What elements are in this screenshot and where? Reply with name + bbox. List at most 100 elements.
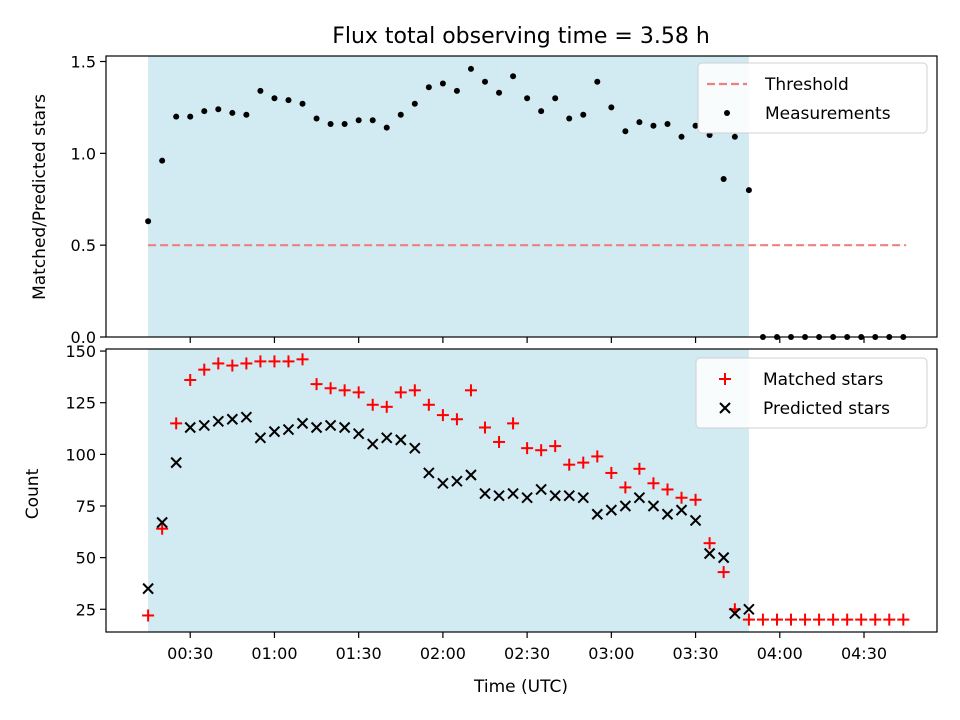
legend-label: Matched stars [763, 370, 883, 390]
bottom-y-tick-label: 50 [76, 549, 96, 568]
predicted-star-point [170, 456, 182, 469]
measurement-point [608, 104, 615, 111]
predicted-star-point [549, 489, 561, 502]
legend-predicted-swatch [719, 402, 731, 414]
matched-star-point [170, 417, 183, 430]
measurement-point [510, 73, 517, 80]
predicted-star-point [451, 475, 463, 487]
predicted-star-point [563, 489, 575, 502]
measurement-point [439, 80, 446, 87]
matched-star-point [366, 398, 379, 411]
legend-label: Threshold [764, 75, 849, 95]
matched-star-point [675, 491, 688, 504]
matched-star-point [268, 355, 281, 368]
matched-star-point [408, 384, 421, 397]
top-y-tick-label: 1.0 [71, 144, 96, 163]
predicted-star-point [296, 417, 309, 430]
matched-star-point [785, 613, 798, 626]
predicted-star-point [254, 432, 267, 444]
x-tick-label: 04:30 [841, 644, 887, 663]
bottom-axes-frame [105, 348, 938, 633]
measurement-point [425, 84, 432, 91]
predicted-star-point [409, 442, 421, 454]
matched-star-point [240, 357, 253, 370]
predicted-star-point [366, 438, 379, 450]
matched-star-point [756, 613, 769, 626]
matched-star-point [156, 522, 169, 535]
matched-star-point [742, 613, 755, 626]
matched-star-point [422, 398, 435, 411]
measurement-point [257, 87, 264, 94]
measurement-point [482, 78, 489, 85]
measurement-point [201, 108, 208, 115]
chart-title: Flux total observing time = 3.58 h [332, 24, 710, 49]
matched-star-point [770, 613, 783, 626]
measurement-point [187, 113, 194, 120]
top-y-tick-label: 0.0 [71, 328, 96, 347]
x-tick-label: 02:00 [420, 644, 466, 663]
matched-star-point [855, 613, 868, 626]
x-tick-label: 03:00 [588, 644, 634, 663]
legend-label: Predicted stars [763, 399, 890, 419]
matched-star-point [184, 373, 197, 386]
predicted-star-point [619, 500, 632, 512]
matched-star-point [282, 355, 295, 368]
legend-measurement-swatch [724, 110, 730, 116]
predicted-star-point [226, 413, 239, 425]
matched-star-point [619, 481, 632, 494]
measurement-point [383, 124, 390, 131]
bottom-y-tick-label: 75 [76, 497, 96, 516]
predicted-star-point [268, 425, 281, 438]
matched-star-point [883, 613, 896, 626]
measurement-point [496, 89, 503, 96]
predicted-star-point [184, 421, 196, 434]
matched-star-point [897, 613, 910, 626]
bottom-y-tick-label: 100 [65, 445, 96, 464]
predicted-star-point [493, 489, 505, 502]
matched-star-point [338, 384, 351, 397]
predicted-star-point [338, 421, 351, 434]
matched-star-point [661, 483, 674, 496]
x-tick-label: 02:30 [504, 644, 550, 663]
top-legend: Threshold Measurements [697, 62, 928, 134]
measurement-point [566, 115, 573, 122]
matched-star-point [142, 609, 155, 622]
matched-star-point [507, 417, 520, 430]
bottom-legend: Matched stars Predicted stars [695, 357, 928, 429]
matched-star-point [493, 435, 506, 448]
predicted-star-point [605, 504, 618, 516]
measurement-point [692, 122, 699, 129]
matched-star-point [591, 450, 604, 463]
measurement-point [731, 133, 738, 140]
matched-star-point [605, 466, 618, 479]
legend-matched-swatch [719, 373, 731, 385]
predicted-star-point [479, 487, 491, 500]
predicted-star-point [142, 582, 154, 595]
matched-star-point [633, 462, 646, 475]
predicted-star-point [577, 492, 589, 504]
measurement-point [173, 113, 180, 120]
measurement-point [159, 157, 166, 164]
matched-star-point [254, 355, 267, 368]
matched-star-point [813, 613, 826, 626]
measurement-point [411, 100, 418, 107]
predicted-star-point [743, 603, 755, 615]
predicted-star-point [324, 419, 337, 432]
predicted-star-point [240, 411, 253, 423]
measurement-point [341, 120, 348, 127]
measurement-point [243, 111, 250, 118]
predicted-star-point [521, 492, 533, 504]
matched-star-point [450, 413, 463, 426]
bottom-observing-interval [148, 349, 749, 632]
measurement-point [636, 119, 643, 126]
measurement-point [397, 111, 404, 118]
measurement-point [678, 133, 685, 140]
matched-star-point [198, 363, 211, 376]
matched-star-point [717, 566, 730, 579]
matched-star-point [296, 353, 309, 366]
x-tick-label: 01:30 [336, 644, 382, 663]
matched-star-point [827, 613, 840, 626]
measurement-point [145, 218, 152, 225]
x-tick-label: 01:00 [251, 644, 297, 663]
